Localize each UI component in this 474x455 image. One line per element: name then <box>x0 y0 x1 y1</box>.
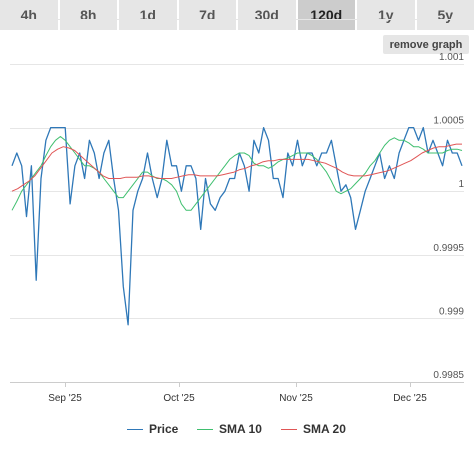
legend-item-sma-10[interactable]: SMA 10 <box>197 420 262 438</box>
tab-1y[interactable]: 1y <box>357 0 417 30</box>
legend-item-price[interactable]: Price <box>127 420 178 438</box>
x-tick-label: Dec '25 <box>393 393 427 404</box>
price-chart: 0.9985 0.999 0.9995 1 1.0005 1.001 Sep '25 Oct… <box>10 19 464 404</box>
y-tick-label: 0.9985 <box>433 370 464 381</box>
series-line-sma-10 <box>11 136 463 211</box>
chart-legend: Price SMA 10 SMA 20 <box>0 420 474 438</box>
legend-label-price: Price <box>149 422 179 436</box>
y-tick-label: 1 <box>458 179 464 190</box>
y-tick-label: 0.9995 <box>433 243 464 254</box>
tab-1d[interactable]: 1d <box>119 0 179 30</box>
grid-layer <box>10 19 464 383</box>
series-layer <box>11 126 463 326</box>
tab-7d[interactable]: 7d <box>178 0 238 30</box>
x-tick-label: Nov '25 <box>279 393 313 404</box>
remove-graph-button[interactable]: remove graph <box>383 35 469 54</box>
legend-item-sma-20[interactable]: SMA 20 <box>281 420 346 438</box>
legend-label-sma-10: SMA 10 <box>219 422 262 436</box>
series-line-price <box>11 126 463 326</box>
x-axis: Sep '25 Oct '25 Nov '25 Dec '25 <box>10 382 464 404</box>
y-axis: 0.9985 0.999 0.9995 1 1.0005 1.001 <box>433 52 464 381</box>
y-tick-label: 1.001 <box>439 52 464 63</box>
legend-swatch-price <box>127 428 143 430</box>
x-tick-label: Sep '25 <box>48 393 82 404</box>
legend-swatch-sma-10 <box>197 428 213 430</box>
y-tick-label: 0.999 <box>439 306 464 317</box>
legend-swatch-sma-20 <box>281 428 297 430</box>
y-tick-label: 1.0005 <box>433 116 464 127</box>
legend-label-sma-20: SMA 20 <box>303 422 346 436</box>
x-tick-label: Oct '25 <box>163 393 195 404</box>
series-line-sma-20 <box>11 143 462 192</box>
time-range-tabs: 4h 8h 1d 7d 30d 120d 1y 5y <box>0 0 474 30</box>
